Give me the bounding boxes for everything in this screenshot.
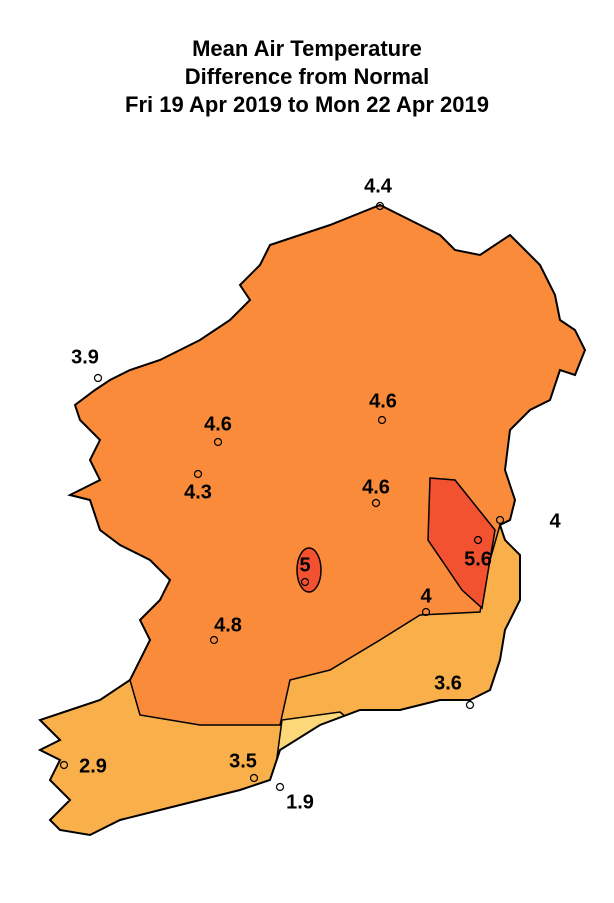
station-marker bbox=[249, 773, 259, 783]
station-value: 2.9 bbox=[79, 755, 107, 777]
station-marker bbox=[209, 635, 219, 645]
station-value: 4 bbox=[549, 510, 561, 532]
station-marker bbox=[371, 498, 381, 508]
title-line: Fri 19 Apr 2019 to Mon 22 Apr 2019 bbox=[125, 92, 489, 117]
station-marker bbox=[495, 515, 505, 525]
station-value: 4.6 bbox=[204, 413, 232, 435]
station-value: 5 bbox=[299, 554, 310, 576]
station-marker bbox=[377, 415, 387, 425]
station-marker bbox=[59, 760, 69, 770]
contour-regions bbox=[40, 205, 585, 835]
station-value: 1.9 bbox=[286, 791, 314, 813]
station-marker bbox=[213, 437, 223, 447]
station-value: 4.3 bbox=[184, 481, 212, 503]
station-value: 4.6 bbox=[362, 476, 390, 498]
region-high bbox=[427, 477, 496, 610]
station-marker bbox=[93, 373, 103, 383]
title-line: Mean Air Temperature bbox=[192, 36, 422, 61]
title-line: Difference from Normal bbox=[185, 64, 430, 89]
station-value: 3.5 bbox=[229, 750, 257, 772]
station-marker bbox=[375, 201, 385, 211]
station-marker bbox=[193, 469, 203, 479]
station-value: 4.4 bbox=[364, 175, 393, 197]
stations: 4.4 3.9 4.6 4.6 4.3 4.6 5 5.6 4 4 4.8 3.6 2.9 3.5 1.9 bbox=[59, 175, 561, 813]
station-marker bbox=[465, 700, 475, 710]
station-marker bbox=[275, 782, 285, 792]
station-marker bbox=[473, 535, 483, 545]
region-high bbox=[296, 547, 322, 593]
station-value: 3.6 bbox=[434, 672, 462, 694]
station-value: 4.8 bbox=[214, 614, 242, 636]
station-marker bbox=[300, 577, 310, 587]
station-marker bbox=[421, 607, 431, 617]
station-value: 4.6 bbox=[369, 390, 397, 412]
station-value: 3.9 bbox=[71, 346, 99, 368]
station-value: 4 bbox=[420, 585, 432, 607]
station-value: 5.6 bbox=[464, 548, 492, 570]
